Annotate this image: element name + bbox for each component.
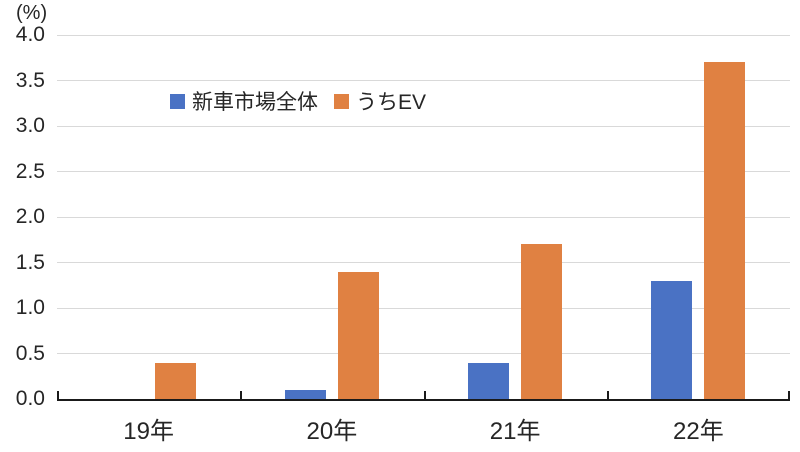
gridline-3.5 (57, 80, 790, 81)
x-axis-labels: 19年 20年 21年 22年 (57, 411, 790, 445)
y-tick-label-0.0: 0.0 (15, 387, 45, 410)
bar-新車市場全体-22年 (651, 280, 693, 399)
gridline-1.0 (57, 307, 790, 309)
x-axis-tick-2 (423, 391, 426, 399)
bar-うちEV-22年 (704, 62, 746, 399)
legend-item-series-1: うちEV (334, 86, 426, 116)
x-tick-label-20年: 20年 (306, 418, 358, 445)
x-tick-label-21年: 21年 (489, 418, 541, 445)
legend-swatch-series-1 (334, 93, 349, 109)
y-tick-label-0.5: 0.5 (15, 341, 45, 365)
x-axis-tick-3 (606, 391, 609, 399)
gridline-1.5 (57, 262, 790, 263)
x-axis-tick-0 (57, 391, 59, 399)
gridline-2.5 (57, 171, 790, 172)
legend-item-series-0: 新車市場全体 (170, 86, 318, 116)
gridline-0.5 (57, 353, 790, 354)
legend-label-series-1: うちEV (356, 91, 427, 114)
bar-うちEV-21年 (521, 244, 563, 399)
plot-area (57, 34, 790, 401)
legend: 新車市場全体 うちEV (170, 86, 426, 116)
y-tick-label-3.0: 3.0 (15, 114, 45, 137)
x-axis-tick-4 (788, 391, 790, 399)
y-tick-label-2.0: 2.0 (15, 205, 45, 228)
bar-新車市場全体-20年 (284, 389, 326, 399)
y-axis-labels: 0.0 0.5 1.0 1.5 2.0 2.5 3.0 3.5 4.0 (0, 23, 45, 410)
legend-label-series-0: 新車市場全体 (192, 91, 318, 114)
legend-swatch-series-0 (170, 93, 185, 109)
y-tick-label-1.5: 1.5 (15, 250, 45, 274)
gridline-4.0 (57, 34, 790, 36)
gridline-2.0 (57, 216, 790, 218)
y-tick-label-3.5: 3.5 (15, 68, 45, 92)
bar-うちEV-19年 (154, 362, 196, 399)
bar-新車市場全体-21年 (468, 362, 510, 399)
y-tick-label-2.5: 2.5 (15, 159, 45, 183)
y-tick-label-1.0: 1.0 (15, 296, 45, 319)
x-axis-tick-1 (240, 391, 243, 399)
y-axis-unit-label: (%) (16, 2, 48, 24)
x-tick-label-22年: 22年 (673, 418, 724, 445)
bar-うちEV-20年 (337, 271, 379, 399)
x-tick-label-19年: 19年 (123, 418, 174, 445)
gridline-3.0 (57, 125, 790, 127)
y-tick-label-4.0: 4.0 (15, 23, 45, 46)
